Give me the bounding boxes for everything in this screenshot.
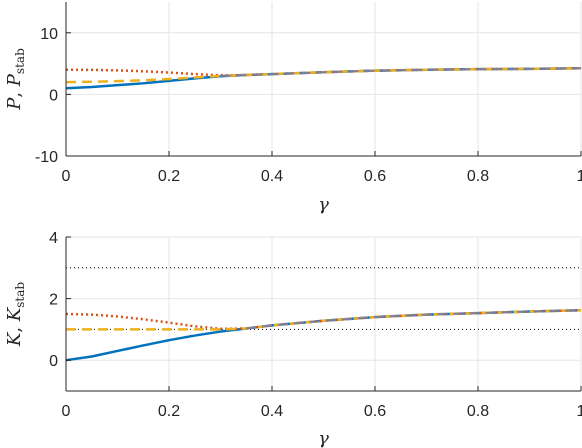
y-axis-label-separator: , — [4, 321, 25, 332]
x-tick-label: 1 — [577, 168, 582, 185]
y-axis-label: P, Pstab — [4, 48, 27, 111]
y-tick-label: 0 — [49, 87, 58, 104]
x-axis-label: γ — [318, 428, 329, 448]
x-tick-label: 0.4 — [261, 168, 283, 185]
y-tick-label: -10 — [35, 149, 58, 166]
series-line-4 — [220, 67, 582, 77]
x-tick-label: 0.6 — [364, 403, 386, 420]
y-axis-label-subscript: stab — [13, 282, 27, 308]
y-tick-label: 4 — [49, 230, 58, 247]
x-tick-label: 0 — [62, 403, 71, 420]
x-tick-label: 0.2 — [158, 403, 180, 420]
y-axis-label: K, Kstab — [4, 282, 27, 347]
x-tick-label: 0.6 — [364, 168, 386, 185]
y-axis-label-second: K — [4, 306, 25, 322]
y-axis-label-second: P — [4, 73, 25, 87]
y-axis-label-subscript: stab — [13, 48, 27, 74]
x-tick-label: 0.2 — [158, 168, 180, 185]
y-tick-label: 2 — [49, 292, 58, 309]
x-tick-label: 0 — [62, 168, 71, 185]
x-tick-label: 0.4 — [261, 403, 283, 420]
y-tick-label: 10 — [40, 26, 58, 43]
series-line-1 — [65, 309, 582, 362]
y-axis-label-separator: , — [4, 86, 25, 97]
subplot-2: 0 0.2 0.4 0.6 0.8 1 0 2 4 γ K, Kstab — [4, 230, 582, 448]
series-line-3 — [65, 66, 582, 84]
y-axis-label-main: P — [4, 97, 25, 111]
series-line-4 — [246, 309, 582, 330]
y-tick-label: 0 — [49, 353, 58, 370]
y-axis-label-main: K — [4, 331, 25, 347]
x-tick-label: 0.8 — [467, 403, 489, 420]
x-axis-label: γ — [318, 194, 329, 215]
x-tick-label: 1 — [577, 403, 582, 420]
x-tick-label: 0.8 — [467, 168, 489, 185]
